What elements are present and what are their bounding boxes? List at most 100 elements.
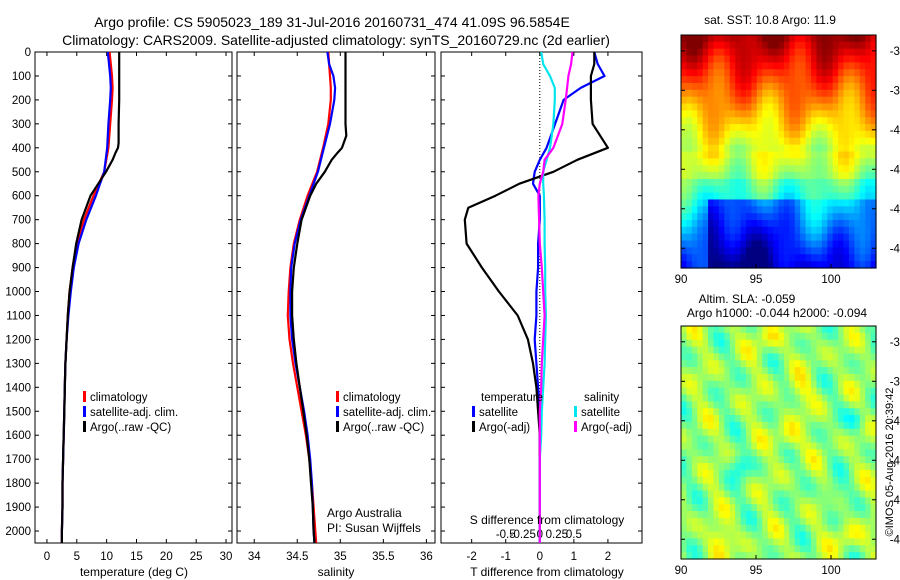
map-cell [735,552,742,560]
map-cell [854,435,861,444]
map-cell [800,517,807,526]
map-cell [767,545,774,553]
map-cell [762,421,769,430]
map-cell [783,476,790,485]
map-cell [767,240,774,249]
map-cell [778,421,785,430]
map-cell [724,476,731,485]
map-cell [854,96,861,105]
map-cell [708,55,715,64]
map-cell [789,339,796,348]
map-cell [708,62,715,70]
map-cell [697,172,704,180]
map-cell [827,206,834,214]
map-cell [740,76,747,84]
map-cell [697,476,704,485]
map-cell [789,96,796,105]
map-cell [783,531,790,540]
map-cell [746,339,753,348]
map-cell [773,247,780,255]
map-cell [838,538,845,546]
map-cell [821,41,828,50]
map-cell [783,55,790,64]
map-cell [778,55,785,64]
map-cell [827,531,834,540]
map-cell [767,326,774,334]
map-cell [859,55,866,64]
map-cell [724,394,731,402]
map-cell [697,339,704,348]
map-cell [838,206,845,214]
map-cell [724,55,731,64]
map-cell [762,428,769,437]
map-cell [702,326,709,334]
x-tick-label: 90 [675,565,688,577]
map-cell [740,130,747,139]
map-cell [735,158,742,166]
difference-panel: -2-1012-0.5-0.2500.250.5temperaturesalin… [440,51,643,563]
map-cell [805,247,812,255]
map-cell [762,367,769,375]
map-cell [767,469,774,478]
map-cell [794,233,801,242]
map-cell [762,517,769,526]
map-cell [783,517,790,526]
map-cell [735,415,742,423]
map-cell [729,261,736,269]
map-cell [691,35,698,43]
map-cell [713,158,720,166]
map-cell [789,158,796,166]
map-cell [865,538,872,546]
map-cell [681,421,688,430]
map-cell [729,103,736,111]
map-cell [708,346,715,355]
map-cell [746,421,753,430]
map-cell [708,110,715,118]
map-cell [681,35,688,43]
map-cell [821,435,828,444]
map-cell [827,497,834,505]
map-cell [751,401,758,409]
map-cell [718,332,725,341]
map-cell [843,332,850,341]
map-cell [740,172,747,180]
map-cell [821,469,828,478]
map-cell [767,192,774,201]
map-cell [865,332,872,341]
map-cell [713,517,720,526]
map-cell [848,206,855,214]
map-cell [811,110,818,118]
map-cell [811,247,818,255]
map-cell [800,213,807,221]
map-cell [767,332,774,341]
map-cell [778,240,785,249]
map-cell [724,346,731,355]
map-cell [821,415,828,423]
map-cell [859,360,866,368]
legend-label-satellite-s: satellite [581,407,620,419]
x-tick-label: 10 [100,551,113,563]
map-cell [686,524,693,533]
map-cell [735,89,742,98]
map-cell [843,158,850,166]
map-cell [794,408,801,416]
map-cell [778,137,785,146]
map-cell [729,185,736,194]
map-cell [832,373,839,382]
map-cell [751,82,758,91]
map-cell [718,326,725,334]
map-cell [859,206,866,214]
map-cell [789,353,796,361]
map-cell [859,151,866,159]
map-cell [746,220,753,228]
map-cell [686,483,693,492]
map-cell [751,428,758,437]
map-cell [724,387,731,396]
map-cell [691,504,698,512]
map-cell [729,387,736,396]
map-cell [697,394,704,402]
map-cell [783,332,790,341]
map-cell [691,394,698,402]
map-cell [789,261,796,269]
map-cell [697,35,704,43]
